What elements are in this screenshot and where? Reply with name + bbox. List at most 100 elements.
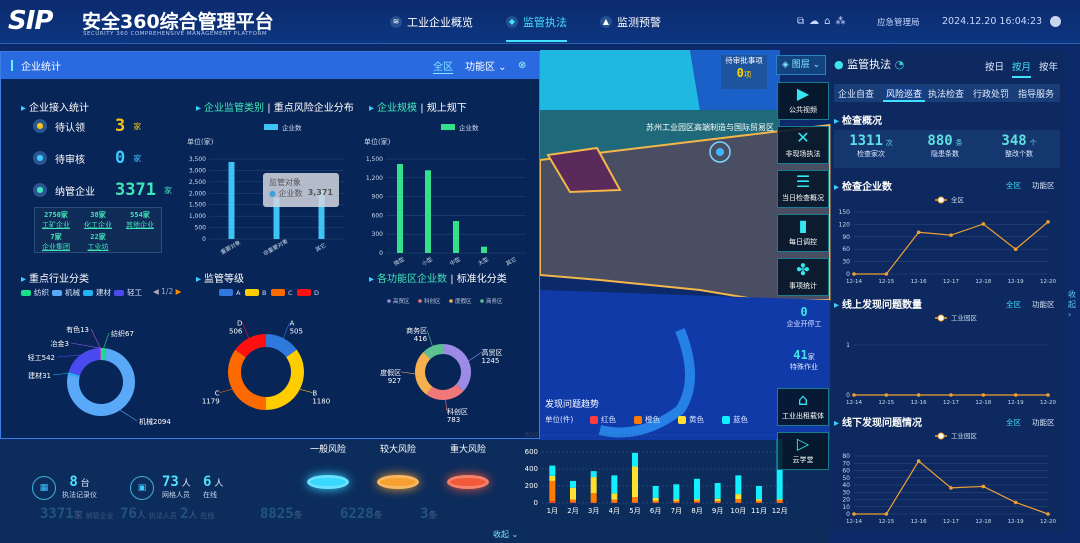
stacked-bar-segment[interactable] [549, 480, 556, 502]
data-point[interactable] [1046, 393, 1050, 397]
stacked-bar-segment[interactable] [776, 500, 783, 503]
donut-slice[interactable] [235, 334, 266, 358]
copy-icon[interactable]: ⧉ [797, 16, 810, 27]
stacked-bar-segment[interactable] [673, 484, 680, 500]
data-point[interactable] [884, 512, 889, 516]
data-point[interactable] [1013, 247, 1018, 251]
stacked-bar-segment[interactable] [694, 499, 700, 501]
stacked-bar-segment[interactable] [776, 499, 783, 501]
legend-item[interactable]: 机械 [52, 288, 80, 297]
donut-slice[interactable] [101, 348, 107, 361]
stacked-bar-segment[interactable] [632, 497, 638, 503]
stacked-bar-segment[interactable] [549, 475, 556, 481]
tool-button[interactable]: ✤ 事项统计 [777, 258, 829, 296]
stacked-bar-segment[interactable] [549, 501, 556, 503]
stacked-bar-segment[interactable] [694, 500, 700, 503]
legend-item[interactable]: 轻工 [114, 288, 142, 297]
period-tab[interactable]: 按日 [985, 62, 1005, 73]
risk-level[interactable]: 重大风险 [438, 442, 498, 489]
stacked-bar-segment[interactable] [570, 499, 576, 503]
user-icon[interactable] [1050, 16, 1061, 27]
stacked-bar-segment[interactable] [652, 497, 659, 501]
data-point[interactable] [916, 393, 921, 397]
tool-button[interactable]: ▷ 云学堂 [777, 432, 829, 470]
nav-industry-overview[interactable]: ≋ 工业企业概览 [390, 14, 473, 30]
tool-button[interactable]: ▮ 每日调控 [777, 214, 829, 252]
donut-slice[interactable] [415, 352, 433, 395]
legend-item[interactable]: 红色 [590, 415, 616, 424]
home-icon[interactable]: ⌂ [824, 16, 836, 27]
data-point[interactable] [884, 393, 889, 397]
data-point[interactable] [981, 222, 986, 226]
org-icon[interactable]: ⁂ [835, 16, 851, 27]
bar[interactable] [273, 197, 280, 239]
right-tab[interactable]: 行政处罚 [973, 90, 1010, 100]
tool-button[interactable]: ⌂ 工业出租载体 [777, 388, 829, 426]
stacked-bar-segment[interactable] [611, 475, 618, 494]
stacked-bar-segment[interactable] [611, 493, 618, 500]
online-scope-all[interactable]: 全区 [1006, 300, 1021, 309]
data-point[interactable] [949, 233, 953, 237]
right-collapse-button[interactable]: 收起 › [1068, 290, 1076, 319]
stacked-bar-segment[interactable] [590, 493, 597, 503]
legend-item[interactable]: 建材 [83, 288, 111, 297]
stacked-bar-segment[interactable] [611, 499, 618, 503]
data-point[interactable] [1046, 220, 1050, 224]
legend-item[interactable]: 黄色 [678, 415, 704, 424]
enterprise-type-item[interactable]: 2750家 工矿企业 [42, 211, 70, 229]
donut-slice[interactable] [99, 348, 101, 361]
offline-scope-zone[interactable]: 功能区 [1032, 418, 1055, 427]
stacked-bar-segment[interactable] [735, 475, 742, 495]
right-tab[interactable]: 指导服务 [1018, 90, 1055, 100]
donut-slice[interactable] [67, 372, 80, 378]
stacked-bar-segment[interactable] [673, 500, 680, 503]
stacked-bar-segment[interactable] [652, 500, 659, 503]
stacked-bar-segment[interactable] [735, 499, 742, 503]
stacked-bar-segment[interactable] [714, 500, 721, 503]
stacked-bar-segment[interactable] [735, 494, 742, 500]
right-tab[interactable]: 企业自查 [838, 90, 875, 100]
donut-slice[interactable] [423, 344, 443, 360]
bar[interactable] [453, 221, 459, 253]
bar[interactable] [228, 161, 235, 239]
donut-slice[interactable] [266, 334, 297, 358]
stacked-bar-segment[interactable] [590, 477, 597, 494]
legend-swatch[interactable] [271, 289, 285, 296]
tab-function-zone[interactable]: 功能区 ⌄ [465, 62, 507, 73]
legend-item[interactable]: 橙色 [634, 415, 660, 424]
data-point[interactable] [1046, 512, 1050, 516]
data-point[interactable] [852, 393, 856, 397]
offline-scope-all[interactable]: 全区 [1006, 418, 1021, 427]
stacked-bar-segment[interactable] [694, 502, 700, 503]
stacked-bar-segment[interactable] [756, 499, 762, 501]
stacked-bar-segment[interactable] [673, 499, 680, 501]
legend-swatch[interactable] [219, 289, 233, 296]
nav-monitoring[interactable]: ▲ 监测预警 [600, 14, 661, 30]
stacked-bar-segment[interactable] [694, 478, 700, 500]
stacked-bar-segment[interactable] [756, 500, 762, 503]
right-tab[interactable]: 风险巡查 [883, 87, 926, 102]
tab-all-area[interactable]: 全区 [433, 58, 453, 74]
legend-pager[interactable]: ◀ 1/2 ▶ [153, 287, 182, 296]
data-point[interactable] [852, 272, 856, 276]
bar[interactable] [318, 189, 325, 239]
tool-button[interactable]: ▶ 公共视频 [777, 82, 829, 120]
check-scope-zone[interactable]: 功能区 [1032, 181, 1055, 190]
nav-supervision[interactable]: ◆ 监管执法 [506, 14, 567, 42]
donut-slice[interactable] [266, 349, 304, 410]
legend-swatch[interactable] [297, 289, 311, 296]
data-point[interactable] [916, 459, 921, 463]
data-point[interactable] [1013, 500, 1018, 505]
donut-slice[interactable] [443, 344, 471, 392]
data-point[interactable] [981, 484, 986, 489]
stacked-bar-segment[interactable] [570, 480, 576, 488]
stacked-bar-segment[interactable] [632, 466, 638, 498]
donut-slice[interactable] [426, 384, 464, 400]
right-tab[interactable]: 执法检查 [928, 90, 965, 100]
data-point[interactable] [949, 486, 953, 490]
risk-level[interactable]: 较大风险 [368, 442, 428, 489]
donut-slice[interactable] [68, 348, 101, 376]
bottom-collapse-button[interactable]: 收起 ⌄ [493, 530, 519, 539]
stacked-bar-segment[interactable] [570, 487, 576, 500]
data-point[interactable] [981, 393, 986, 397]
